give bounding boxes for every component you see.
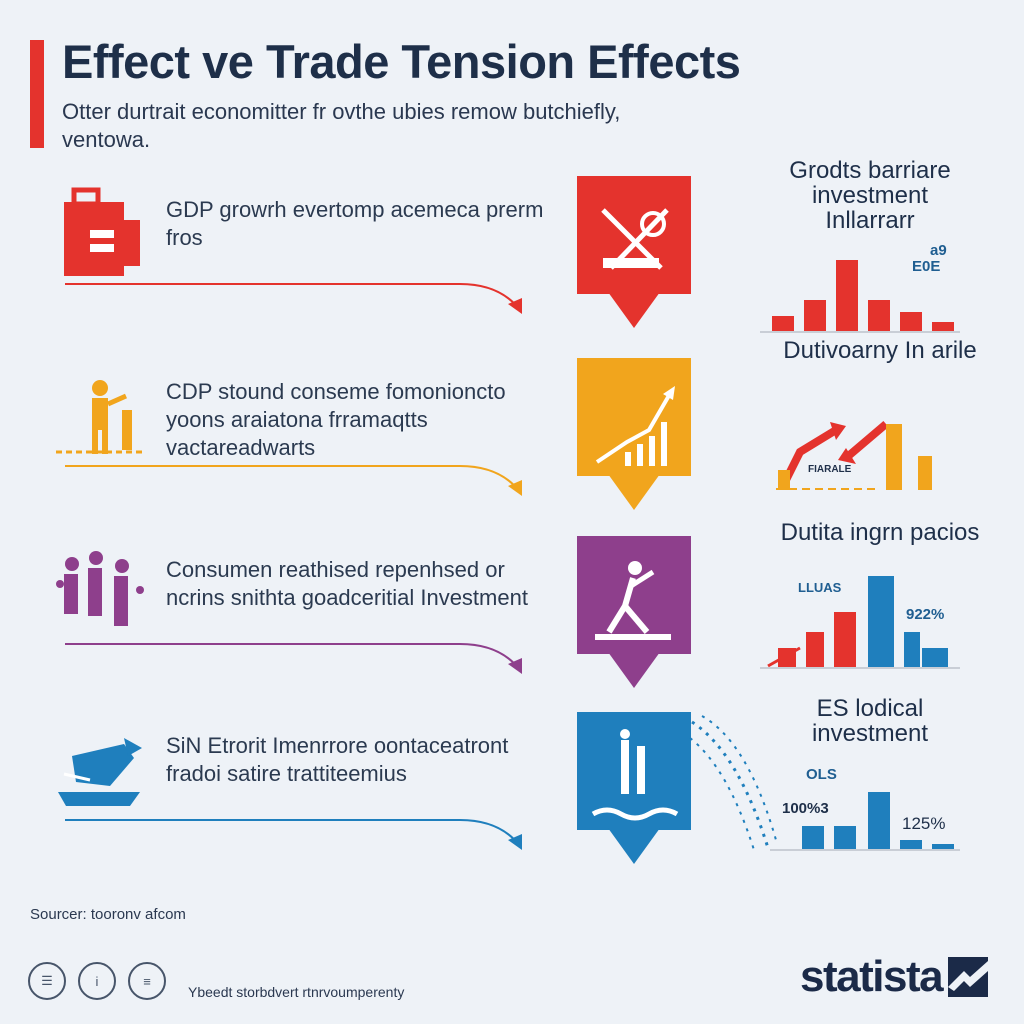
share-icon[interactable]: ≡	[128, 962, 166, 1000]
mini-label: E0E	[912, 258, 941, 275]
wave-icon	[591, 729, 679, 821]
side-title: Dutita ingrn pacios	[780, 519, 980, 546]
mini-trend-chart	[776, 420, 932, 490]
connector-arrow	[65, 283, 522, 314]
page-subtitle: Otter durtrait economitter fr ovthe ubie…	[62, 99, 621, 152]
title-accent-bar	[30, 40, 44, 148]
side-title: Dutivoarny In arile	[783, 337, 977, 364]
connector-arrow	[65, 819, 522, 850]
row-description: SiN Etrorit Imenrrore oontaceatront frad…	[166, 733, 509, 786]
mini-bar-chart	[760, 576, 960, 669]
page-title: Effect ve Trade Tension Effects	[62, 35, 741, 88]
mini-label: 100%3	[782, 800, 829, 817]
ship-icon	[58, 738, 142, 806]
license-icon[interactable]: ☰	[28, 962, 66, 1000]
tile-pointer	[608, 652, 660, 688]
athlete-icon	[595, 561, 671, 640]
mini-label: 922%	[906, 606, 945, 623]
statista-logo[interactable]: statista	[800, 952, 989, 1002]
info-icon[interactable]: i	[78, 962, 116, 1000]
connector-arrow	[65, 465, 522, 496]
mini-label: LLUAS	[798, 580, 842, 595]
effect-tile	[577, 176, 691, 294]
row-description: GDP growrh evertomp acemeca prerm fros	[166, 197, 544, 250]
logo-text: statista	[800, 952, 944, 1001]
tile-pointer	[608, 828, 660, 864]
crowd-icon	[56, 551, 144, 626]
mini-label: FIARALE	[808, 464, 852, 475]
tools-icon	[601, 208, 669, 270]
connector-arrow	[65, 643, 522, 674]
row-description: CDP stound conseme fomonioncto yoons ara…	[166, 379, 506, 460]
briefcase-icon	[64, 187, 140, 276]
effect-tile	[577, 536, 691, 654]
spray-dots-decoration	[689, 715, 777, 851]
side-title: ES lodical investment	[811, 695, 929, 747]
side-title: Grodts barriare investment Inllarrarr	[789, 157, 951, 234]
effect-row-gdp: GDP growrh evertomp acemeca prerm fros G…	[0, 158, 1024, 346]
footer-note: Ybeedt storbdvert rtnrvoumperenty	[188, 984, 405, 1000]
tile-pointer	[608, 474, 660, 510]
mini-label: a9	[930, 242, 947, 259]
effect-tile	[577, 358, 691, 476]
effect-row-exports: SiN Etrorit Imenrrore oontaceatront frad…	[0, 696, 1024, 882]
logo-mark-icon	[948, 957, 989, 997]
mini-label: 125%	[902, 814, 946, 833]
effect-tile	[577, 712, 691, 830]
mini-label: OLS	[806, 766, 837, 783]
growth-chart-icon	[595, 386, 675, 466]
worker-icon	[56, 380, 144, 454]
footer-icons: ☰ i ≡	[28, 962, 166, 1000]
row-description: Consumen reathised repenhsed or ncrins s…	[166, 557, 528, 610]
effect-row-consumer: CDP stound conseme fomonioncto yoons ara…	[0, 338, 1024, 528]
effect-row-investment: Consumen reathised repenhsed or ncrins s…	[0, 520, 1024, 706]
tile-pointer	[608, 292, 660, 328]
mini-bar-chart	[770, 792, 960, 851]
source-note: Sourcer: tooronv afcom	[30, 906, 186, 923]
mini-bar-chart	[760, 260, 960, 333]
